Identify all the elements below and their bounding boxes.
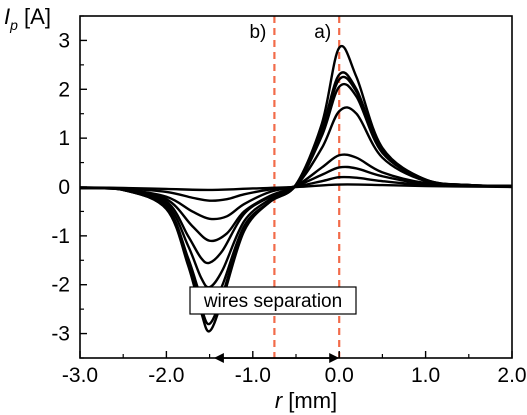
series-line-7 [79, 165, 513, 221]
y-tick-label: -3 [51, 323, 70, 346]
series-group [79, 44, 513, 333]
x-tick-label: -2.0 [148, 364, 184, 387]
annotation-arrowhead-right [329, 353, 340, 364]
annotations: wires separation [189, 286, 357, 364]
x-tick-label: 2.0 [497, 364, 526, 387]
series-line-4 [79, 82, 513, 289]
y-tick-label: -2 [51, 274, 70, 297]
axes: -3.0 -2.0 -1.0 0.0 1.0 2.0 3 2 1 0 -1 -2 -3 r [mm] Ip … [4, 4, 527, 413]
annotation-text: wires separation [203, 291, 342, 312]
series-line-2 [79, 71, 513, 326]
x-axis-label: r [mm] [275, 388, 337, 413]
y-tick-label: -1 [51, 225, 70, 248]
annotation-box [189, 286, 357, 315]
reference-line-label-1: b) [249, 22, 266, 43]
reference-line-label-2: a) [314, 22, 331, 43]
x-tick-label: 0.0 [325, 364, 354, 387]
y-tick-label: 1 [58, 127, 70, 150]
series-line-9 [79, 183, 513, 192]
x-tick-label: -3.0 [62, 364, 98, 387]
x-tick-label: -1.0 [235, 364, 271, 387]
y-tick-label: 3 [58, 29, 70, 52]
y-tick-label: 2 [58, 78, 70, 101]
y-tick-label: 0 [58, 176, 70, 199]
series-line-6 [79, 153, 513, 243]
x-tick-label: 1.0 [411, 364, 440, 387]
annotation-arrowhead-left [213, 353, 224, 364]
y-axis-label: Ip [A] [4, 4, 51, 33]
